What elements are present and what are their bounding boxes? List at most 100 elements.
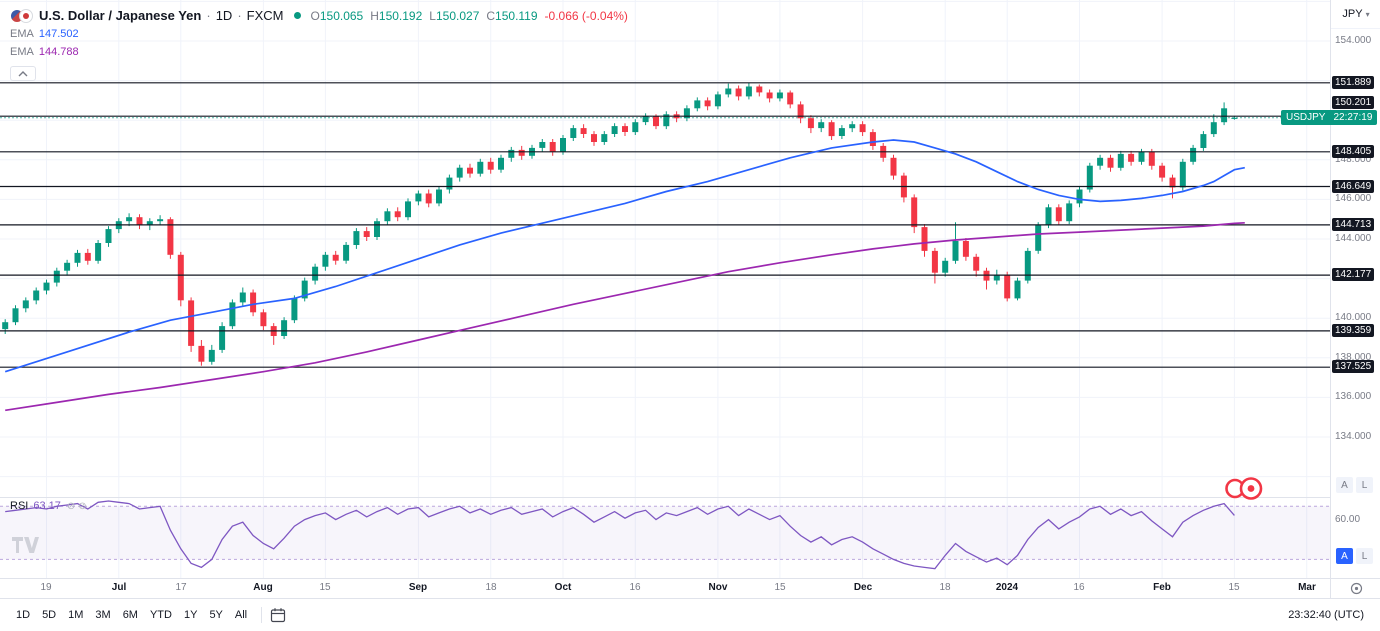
time-tick-label: 15 — [1228, 582, 1240, 593]
chart-legend: U.S. Dollar / Japanese Yen · 1D · FXCM O… — [10, 8, 628, 81]
range-button-1d[interactable]: 1D — [16, 609, 31, 621]
currency-label: JPY — [1342, 8, 1363, 20]
high-label: H — [370, 8, 379, 23]
time-tick-label: 17 — [175, 582, 187, 593]
rsi-hide-icon[interactable]: ⊘ — [66, 500, 76, 512]
calendar-icon — [271, 608, 286, 623]
range-button-1y[interactable]: 1Y — [183, 609, 198, 621]
rsi-label: RSI — [10, 500, 29, 512]
open-value: 150.065 — [319, 8, 364, 23]
time-settings-button[interactable] — [1330, 579, 1380, 598]
candlestick-plot[interactable] — [0, 0, 1330, 497]
alert-button[interactable]: A — [1336, 477, 1353, 493]
separator: · — [206, 8, 211, 23]
time-tick-label: Nov — [708, 582, 728, 593]
price-level-badge: 142.177 — [1332, 268, 1375, 281]
price-level-badge: 148.405 — [1332, 145, 1375, 158]
close-label: C — [486, 8, 496, 23]
exchange-label[interactable]: FXCM — [246, 8, 284, 23]
range-button-1m[interactable]: 1M — [68, 609, 84, 621]
close-value: 150.119 — [495, 8, 538, 23]
double-circle-red-icon — [1222, 475, 1266, 502]
change-value: -0.066 (-0.04%) — [544, 8, 628, 23]
time-tick-label: Feb — [1153, 582, 1171, 593]
toolbar-divider — [261, 607, 263, 623]
time-tick-label: 18 — [939, 582, 951, 593]
log-scale-button[interactable]: L — [1356, 548, 1373, 564]
time-tick-label: 15 — [319, 582, 331, 593]
indicator-row-ema-slow[interactable]: EMA 144.788 — [10, 45, 628, 59]
bar-countdown: 22:27:19 — [1333, 112, 1373, 123]
price-tick-label: 154.000 — [1335, 35, 1372, 46]
indicator-row-ema-fast[interactable]: EMA 147.502 — [10, 27, 628, 41]
ema-slow-value: 144.788 — [38, 46, 79, 58]
range-button-5d[interactable]: 5D — [42, 609, 57, 621]
japan-flag-icon — [19, 9, 33, 23]
open-label: O — [310, 8, 320, 23]
range-button-3m[interactable]: 3M — [95, 609, 111, 621]
price-source-label: USDJPY — [1286, 112, 1326, 123]
rsi-legend[interactable]: RSI 63.17 ⊘ ⊘ — [10, 500, 90, 512]
price-tick-label: 146.000 — [1335, 193, 1372, 204]
instrument-logo-icon — [10, 8, 33, 23]
clock-utc[interactable]: 23:32:40 (UTC) — [1288, 609, 1364, 621]
price-tick-label: 134.000 — [1335, 431, 1372, 442]
range-selector: 1D 5D 1M 3M 6M YTD 1Y 5Y All — [10, 605, 253, 625]
time-tick-label: Oct — [554, 582, 572, 593]
time-tick-label: Aug — [253, 582, 273, 593]
time-tick-label: Sep — [408, 582, 428, 593]
time-tick-label: Mar — [1298, 582, 1316, 593]
price-level-badge: 146.649 — [1332, 180, 1375, 193]
symbol-title[interactable]: U.S. Dollar / Japanese Yen — [39, 8, 202, 23]
currency-selector[interactable]: JPY ▾ — [1331, 0, 1380, 29]
rsi-axis-tick: 60.00 — [1335, 514, 1361, 525]
range-button-ytd[interactable]: YTD — [149, 609, 172, 621]
rsi-menu-icon[interactable]: ⊘ — [78, 500, 87, 512]
time-tick-label: Jul — [111, 582, 127, 593]
price-tick-label: 140.000 — [1335, 312, 1372, 323]
price-level-badge: 137.525 — [1332, 360, 1375, 373]
range-button-all[interactable]: All — [234, 609, 248, 621]
price-level-badge: 144.713 — [1332, 218, 1375, 231]
time-tick-label: 15 — [774, 582, 786, 593]
chevron-down-icon: ▾ — [1365, 9, 1370, 19]
rsi-plot[interactable] — [0, 497, 1330, 578]
high-value: 150.192 — [378, 8, 423, 23]
axis-separator — [0, 578, 1380, 579]
bottom-toolbar: 1D 5D 1M 3M 6M YTD 1Y 5Y All 23:32:40 (UTC) — [0, 598, 1380, 631]
separator: · — [237, 8, 242, 23]
interval-label[interactable]: 1D — [215, 8, 233, 23]
ema-label: EMA — [10, 46, 34, 58]
panel-separator[interactable] — [0, 497, 1380, 498]
go-to-date-button[interactable] — [270, 607, 286, 623]
price-level-badge: 150.201 — [1332, 96, 1375, 109]
time-tick-label: 18 — [485, 582, 497, 593]
ema-label: EMA — [10, 28, 34, 40]
time-axis[interactable]: 19 Jul 17 Aug 15 Sep 18 Oct 16 Nov 15 Dec 18 2024 16 Fe… — [0, 579, 1330, 598]
rsi-value: 63.17 — [33, 500, 61, 512]
ohlc-readout: O 150.065 H 150.192 L 150.027 C 150.119 -0.0… — [311, 9, 628, 23]
time-tick-label: 16 — [629, 582, 641, 593]
lock-scale-button[interactable]: L — [1356, 477, 1373, 493]
price-axis[interactable]: JPY ▾ 154.000 148.000 146.000 144.000 140.00… — [1330, 0, 1380, 578]
price-level-badge: 139.359 — [1332, 324, 1375, 337]
auto-scale-button[interactable]: A — [1336, 548, 1353, 564]
current-price-badge: USDJPY 22:27:19 — [1281, 110, 1378, 125]
range-button-6m[interactable]: 6M — [122, 609, 138, 621]
market-status-icon — [293, 12, 301, 19]
ema-fast-value: 147.502 — [38, 28, 79, 40]
time-tick-label: 16 — [1073, 582, 1085, 593]
price-tick-label: 136.000 — [1335, 391, 1372, 402]
low-value: 150.027 — [435, 8, 480, 23]
time-tick-label: 2024 — [995, 582, 1019, 593]
price-level-badge: 151.889 — [1332, 76, 1375, 89]
price-tick-label: 148.000 — [1335, 154, 1372, 165]
price-tick-label: 138.000 — [1335, 352, 1372, 363]
low-label: L — [429, 8, 436, 23]
tradingview-logo-icon — [12, 536, 40, 553]
chevron-up-icon — [18, 70, 28, 76]
collapse-legend-button[interactable] — [10, 66, 36, 81]
target-circle-icon — [1350, 582, 1362, 595]
range-button-5y[interactable]: 5Y — [209, 609, 223, 621]
